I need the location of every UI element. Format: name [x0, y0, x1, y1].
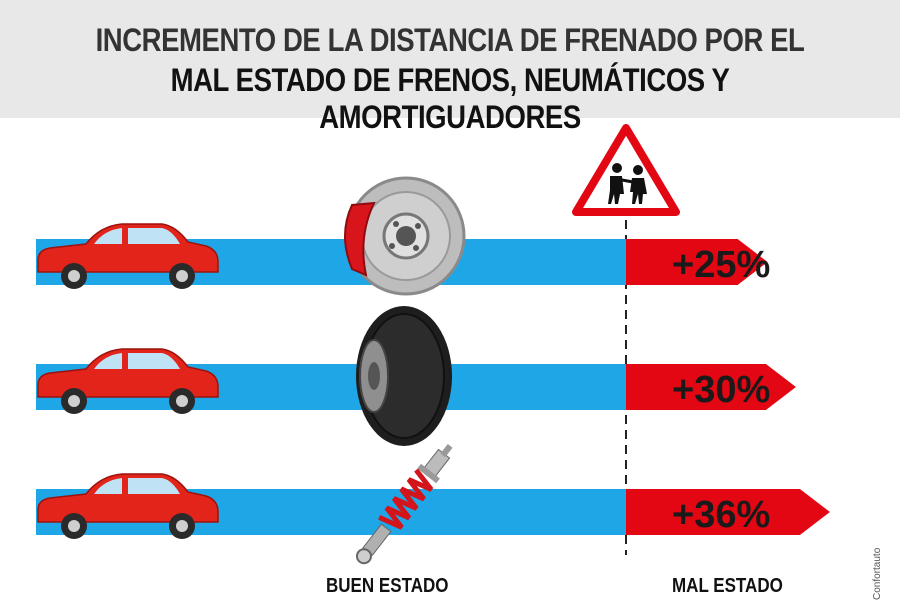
chart-area: +25% +30% +36%	[36, 124, 830, 565]
neumaticos-icon	[356, 306, 452, 446]
credit-text: Confortauto	[872, 547, 883, 600]
data-label-amortiguadores: +36%	[672, 494, 770, 536]
bar-bad-frenos	[626, 239, 768, 285]
car-icon	[37, 473, 219, 539]
frenos-icon	[344, 176, 466, 296]
chart-title-line-2: MAL ESTADO DE FRENOS, NEUMÁTICOS Y AMORT…	[170, 62, 730, 135]
x-axis-label-bad: MAL ESTADO	[672, 575, 783, 597]
children-crossing-warning-icon	[572, 124, 680, 216]
bar-bad-amortiguadores	[626, 489, 830, 535]
chart-title-line-1: INCREMENTO DE LA DISTANCIA DE FRENADO PO…	[95, 22, 805, 58]
car-icon	[37, 348, 219, 414]
header-band	[0, 0, 900, 118]
amortiguadores-icon	[355, 444, 453, 565]
car-icon	[37, 223, 219, 289]
data-label-neumaticos: +30%	[672, 369, 770, 411]
x-axis-label-good: BUEN ESTADO	[326, 575, 449, 597]
bar-bad-neumaticos	[626, 364, 796, 410]
data-label-frenos: +25%	[672, 244, 770, 286]
